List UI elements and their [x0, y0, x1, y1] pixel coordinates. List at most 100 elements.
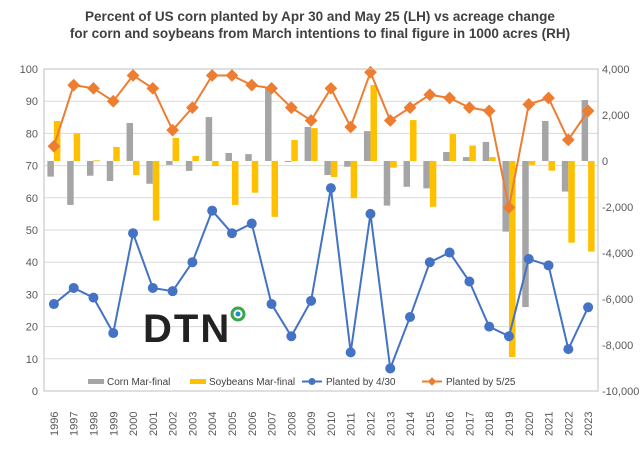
bar-soybeans-mar-final	[192, 155, 199, 161]
point-planted-by-5-25	[403, 101, 417, 115]
bar-soybeans-mar-final	[508, 161, 516, 357]
bar-soybeans-mar-final	[370, 85, 377, 161]
lines	[47, 65, 595, 374]
bar-corn-mar-final	[522, 161, 529, 308]
bar-corn-mar-final	[265, 88, 272, 161]
bar-soybeans-mar-final	[93, 160, 100, 162]
left-axis-tick-label: 80	[26, 128, 38, 140]
x-axis-tick-label: 2023	[583, 412, 595, 436]
legend-swatch	[190, 379, 206, 384]
point-planted-by-5-25	[423, 88, 437, 102]
left-axis-tick-label: 10	[26, 354, 38, 366]
point-planted-by-5-25	[561, 133, 575, 147]
point-planted-by-4-30	[503, 331, 514, 342]
bar-soybeans-mar-final	[152, 161, 160, 221]
point-planted-by-4-30	[266, 299, 277, 310]
point-planted-by-5-25	[482, 104, 496, 118]
point-planted-by-4-30	[424, 257, 435, 268]
bar-soybeans-mar-final	[212, 161, 219, 167]
x-axis-tick-label: 2010	[326, 412, 338, 436]
right-axis-tick-label: -10,000	[602, 386, 639, 398]
bar-corn-mar-final	[423, 161, 430, 189]
bar-soybeans-mar-final	[410, 120, 417, 161]
x-axis-tick-label: 2014	[405, 412, 417, 436]
x-axis-tick-label: 2007	[267, 412, 279, 436]
point-planted-by-4-30	[484, 321, 495, 332]
x-axis-tick-label: 1997	[69, 412, 81, 436]
left-axis-tick-label: 100	[20, 64, 38, 76]
point-planted-by-5-25	[67, 78, 81, 92]
left-axis-tick-label: 50	[26, 225, 38, 237]
bar-corn-mar-final	[403, 161, 411, 187]
bar-corn-mar-final	[245, 154, 252, 161]
bar-corn-mar-final	[225, 152, 232, 161]
point-planted-by-4-30	[405, 311, 416, 322]
bar-soybeans-mar-final	[113, 146, 120, 161]
x-axis-tick-label: 2003	[187, 412, 199, 436]
point-planted-by-5-25	[463, 101, 476, 115]
bar-corn-mar-final	[126, 123, 134, 161]
point-planted-by-5-25	[542, 91, 555, 105]
point-planted-by-4-30	[88, 292, 99, 303]
svg-text:DTN: DTN	[143, 307, 231, 351]
bar-corn-mar-final	[185, 161, 193, 171]
point-planted-by-5-25	[364, 65, 377, 79]
bar-corn-mar-final	[146, 161, 153, 184]
left-axis-tick-label: 60	[26, 193, 38, 205]
legend-marker	[427, 377, 437, 386]
point-planted-by-4-30	[444, 247, 455, 258]
point-planted-by-4-30	[48, 299, 59, 310]
x-axis-tick-label: 2012	[365, 412, 377, 436]
bar-soybeans-mar-final	[231, 161, 239, 205]
right-axis-tick-label: -6,000	[602, 294, 633, 306]
x-axis-tick-label: 2020	[524, 412, 536, 436]
x-axis-tick-label: 1998	[88, 412, 100, 436]
legend-label: Soybeans Mar-final	[209, 377, 295, 388]
point-planted-by-4-30	[563, 344, 574, 355]
x-axis-tick-label: 2001	[148, 412, 160, 436]
right-axis-tick-label: -4,000	[602, 248, 633, 260]
bar-corn-mar-final	[284, 161, 292, 162]
left-axis-tick-label: 30	[26, 289, 38, 301]
point-planted-by-4-30	[583, 302, 594, 313]
x-axis-tick-label: 2006	[247, 412, 259, 436]
point-planted-by-5-25	[324, 81, 338, 95]
bar-soybeans-mar-final	[73, 133, 81, 161]
bar-soybeans-mar-final	[528, 161, 536, 165]
point-planted-by-4-30	[345, 347, 356, 358]
bar-soybeans-mar-final	[350, 161, 358, 199]
bar-soybeans-mar-final	[390, 161, 397, 168]
point-planted-by-4-30	[226, 228, 237, 239]
point-planted-by-5-25	[186, 101, 199, 115]
axes: 0 10 20 30 40 50 60 70 80 90 100 -10,000 -8,000 -6,00…	[20, 64, 640, 436]
x-axis-tick-label: 2017	[464, 412, 476, 436]
x-axis-tick-label: 1999	[108, 412, 120, 436]
point-planted-by-5-25	[245, 78, 259, 92]
point-planted-by-4-30	[187, 257, 198, 268]
bar-soybeans-mar-final	[548, 161, 556, 171]
x-axis-tick-label: 2015	[425, 412, 437, 436]
bar-corn-mar-final	[67, 161, 74, 205]
x-axis-tick-label: 2019	[504, 412, 516, 436]
point-planted-by-5-25	[87, 81, 100, 95]
point-planted-by-4-30	[464, 276, 475, 287]
bar-corn-mar-final	[205, 117, 213, 161]
left-axis-tick-label: 40	[26, 257, 38, 269]
bar-corn-mar-final	[482, 141, 490, 161]
chart-title: Percent of US corn planted by Apr 30 and…	[0, 8, 640, 42]
bar-soybeans-mar-final	[311, 128, 318, 161]
bar-soybeans-mar-final	[53, 120, 61, 161]
point-planted-by-4-30	[246, 218, 257, 229]
bar-soybeans-mar-final	[271, 161, 279, 217]
right-axis-tick-label: -2,000	[602, 202, 633, 214]
x-axis-tick-label: 2011	[346, 412, 358, 436]
bar-soybeans-mar-final	[291, 140, 298, 161]
point-planted-by-4-30	[108, 328, 119, 339]
bar-corn-mar-final	[542, 120, 549, 161]
x-axis-tick-label: 2004	[207, 412, 219, 436]
point-planted-by-5-25	[265, 81, 278, 95]
bar-soybeans-mar-final	[588, 161, 595, 252]
point-planted-by-5-25	[126, 69, 140, 82]
bar-corn-mar-final	[106, 161, 114, 182]
line-planted-by-5-25	[52, 69, 589, 208]
